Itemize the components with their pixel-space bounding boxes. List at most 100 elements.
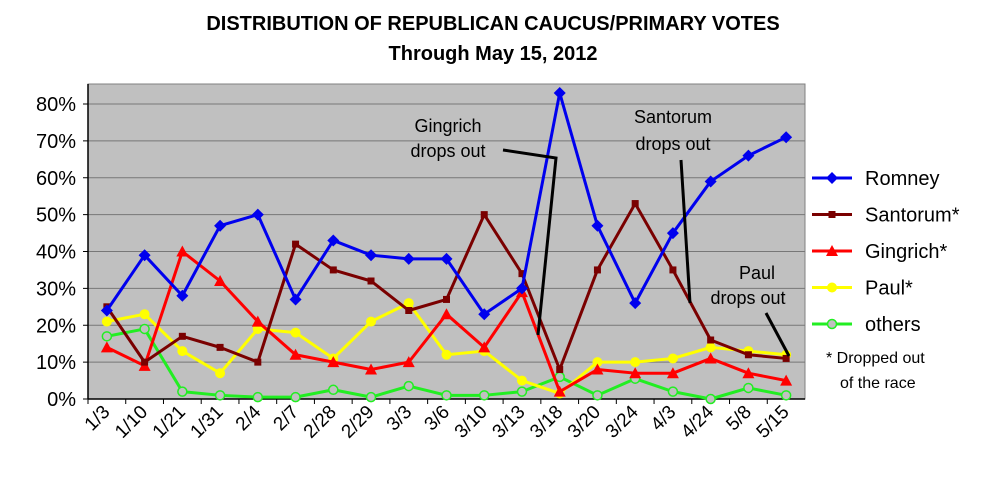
data-point-paul [366, 316, 377, 327]
data-point-others [667, 386, 679, 397]
data-point-romney [327, 234, 340, 247]
data-point-romney [176, 289, 189, 302]
data-point-gingrich [629, 367, 642, 379]
data-point-paul [705, 342, 716, 353]
x-tick-label: 1/21 [149, 402, 190, 443]
data-point-paul [592, 357, 603, 368]
data-point-romney [666, 227, 679, 240]
legend-marker-paul [827, 282, 837, 293]
data-point-others [705, 393, 716, 405]
data-point-santorum [669, 266, 677, 274]
x-tick-label: 5/15 [753, 402, 794, 443]
data-point-romney [478, 308, 491, 321]
data-point-others [328, 384, 339, 396]
y-tick-label: 70% [36, 131, 76, 153]
data-point-gingrich [742, 367, 755, 379]
x-tick-label: 1/31 [187, 402, 228, 443]
legend-label-romney: Romney [865, 168, 939, 190]
data-point-santorum [178, 332, 186, 340]
legend-marker-romney [826, 172, 838, 184]
chart-subtitle: Through May 15, 2012 [389, 43, 598, 65]
data-point-santorum [254, 358, 262, 366]
data-point-others [592, 390, 603, 401]
data-point-paul [215, 368, 226, 379]
y-tick-label: 60% [36, 168, 76, 190]
data-point-santorum [782, 354, 790, 362]
data-point-gingrich [666, 367, 679, 379]
y-tick-label: 20% [36, 315, 76, 337]
data-point-santorum [367, 277, 375, 285]
y-tick-label: 0% [47, 389, 76, 411]
legend-label-others: others [865, 314, 921, 336]
footnote-line2: of the race [840, 375, 916, 392]
x-tick-label: 1/10 [111, 402, 152, 443]
data-point-others [403, 380, 415, 392]
data-point-romney [629, 297, 642, 310]
y-tick-label: 50% [36, 205, 76, 227]
data-point-romney [440, 252, 453, 265]
data-point-others [214, 390, 226, 401]
data-point-santorum [593, 266, 601, 274]
annotation-santorum-line2: drops out [635, 134, 710, 154]
x-tick-label: 3/24 [602, 401, 643, 442]
data-point-santorum [216, 343, 224, 351]
data-point-santorum [556, 366, 564, 373]
data-point-santorum [518, 270, 526, 278]
data-point-paul [630, 357, 641, 368]
legend-label-paul: Paul* [865, 278, 913, 300]
data-point-paul [139, 309, 150, 320]
data-point-romney [553, 86, 566, 99]
data-point-santorum [631, 200, 639, 208]
data-point-santorum [141, 358, 149, 366]
data-point-gingrich [100, 341, 113, 353]
data-point-others [478, 390, 490, 401]
data-point-gingrich [251, 315, 264, 327]
y-tick-label: 30% [36, 278, 76, 300]
x-tick-label: 3/6 [421, 402, 455, 436]
annotation-paul-line1: Paul [739, 263, 775, 283]
data-point-gingrich [289, 348, 302, 360]
data-point-romney [402, 252, 415, 265]
data-point-others [780, 390, 792, 401]
data-point-others [743, 382, 754, 394]
data-point-romney [780, 131, 793, 144]
data-point-others [441, 390, 452, 401]
data-point-santorum [443, 295, 450, 303]
annotation-gingrich-pointer [502, 148, 558, 336]
legend-marker-santorum [828, 211, 836, 218]
annotation-santorum-line1: Santorum [634, 107, 712, 127]
annotation-santorum-pointer [679, 159, 692, 304]
data-point-others [139, 323, 150, 335]
data-point-others [365, 391, 377, 403]
annotation-gingrich-line2: drops out [410, 141, 485, 161]
x-tick-label: 3/10 [451, 402, 492, 443]
data-point-gingrich [553, 385, 566, 397]
y-tick-label: 80% [36, 94, 76, 116]
data-point-gingrich [440, 308, 453, 320]
data-point-romney [704, 175, 717, 188]
data-point-santorum [744, 351, 752, 359]
data-point-romney [742, 149, 755, 162]
x-tick-label: 3/18 [526, 402, 567, 443]
data-point-paul [516, 375, 527, 386]
x-tick-label: 4/24 [677, 401, 718, 442]
data-point-romney [138, 249, 151, 262]
annotation-gingrich-line1: Gingrich [414, 116, 481, 136]
data-point-paul [177, 346, 188, 357]
x-tick-label: 3/20 [564, 402, 605, 443]
legend-marker-gingrich [826, 245, 838, 256]
data-point-romney [365, 249, 378, 262]
x-tick-label: 5/8 [722, 402, 756, 436]
data-point-santorum [292, 240, 300, 248]
legend-label-santorum: Santorum* [865, 205, 960, 227]
data-point-romney [214, 219, 227, 232]
data-point-gingrich [402, 356, 415, 368]
data-point-romney [515, 282, 528, 295]
chart-title: DISTRIBUTION OF REPUBLICAN CAUCUS/PRIMAR… [206, 13, 779, 35]
x-tick-label: 2/4 [232, 401, 266, 435]
data-point-gingrich [704, 352, 717, 364]
data-point-gingrich [176, 245, 189, 257]
data-point-paul [441, 349, 452, 360]
